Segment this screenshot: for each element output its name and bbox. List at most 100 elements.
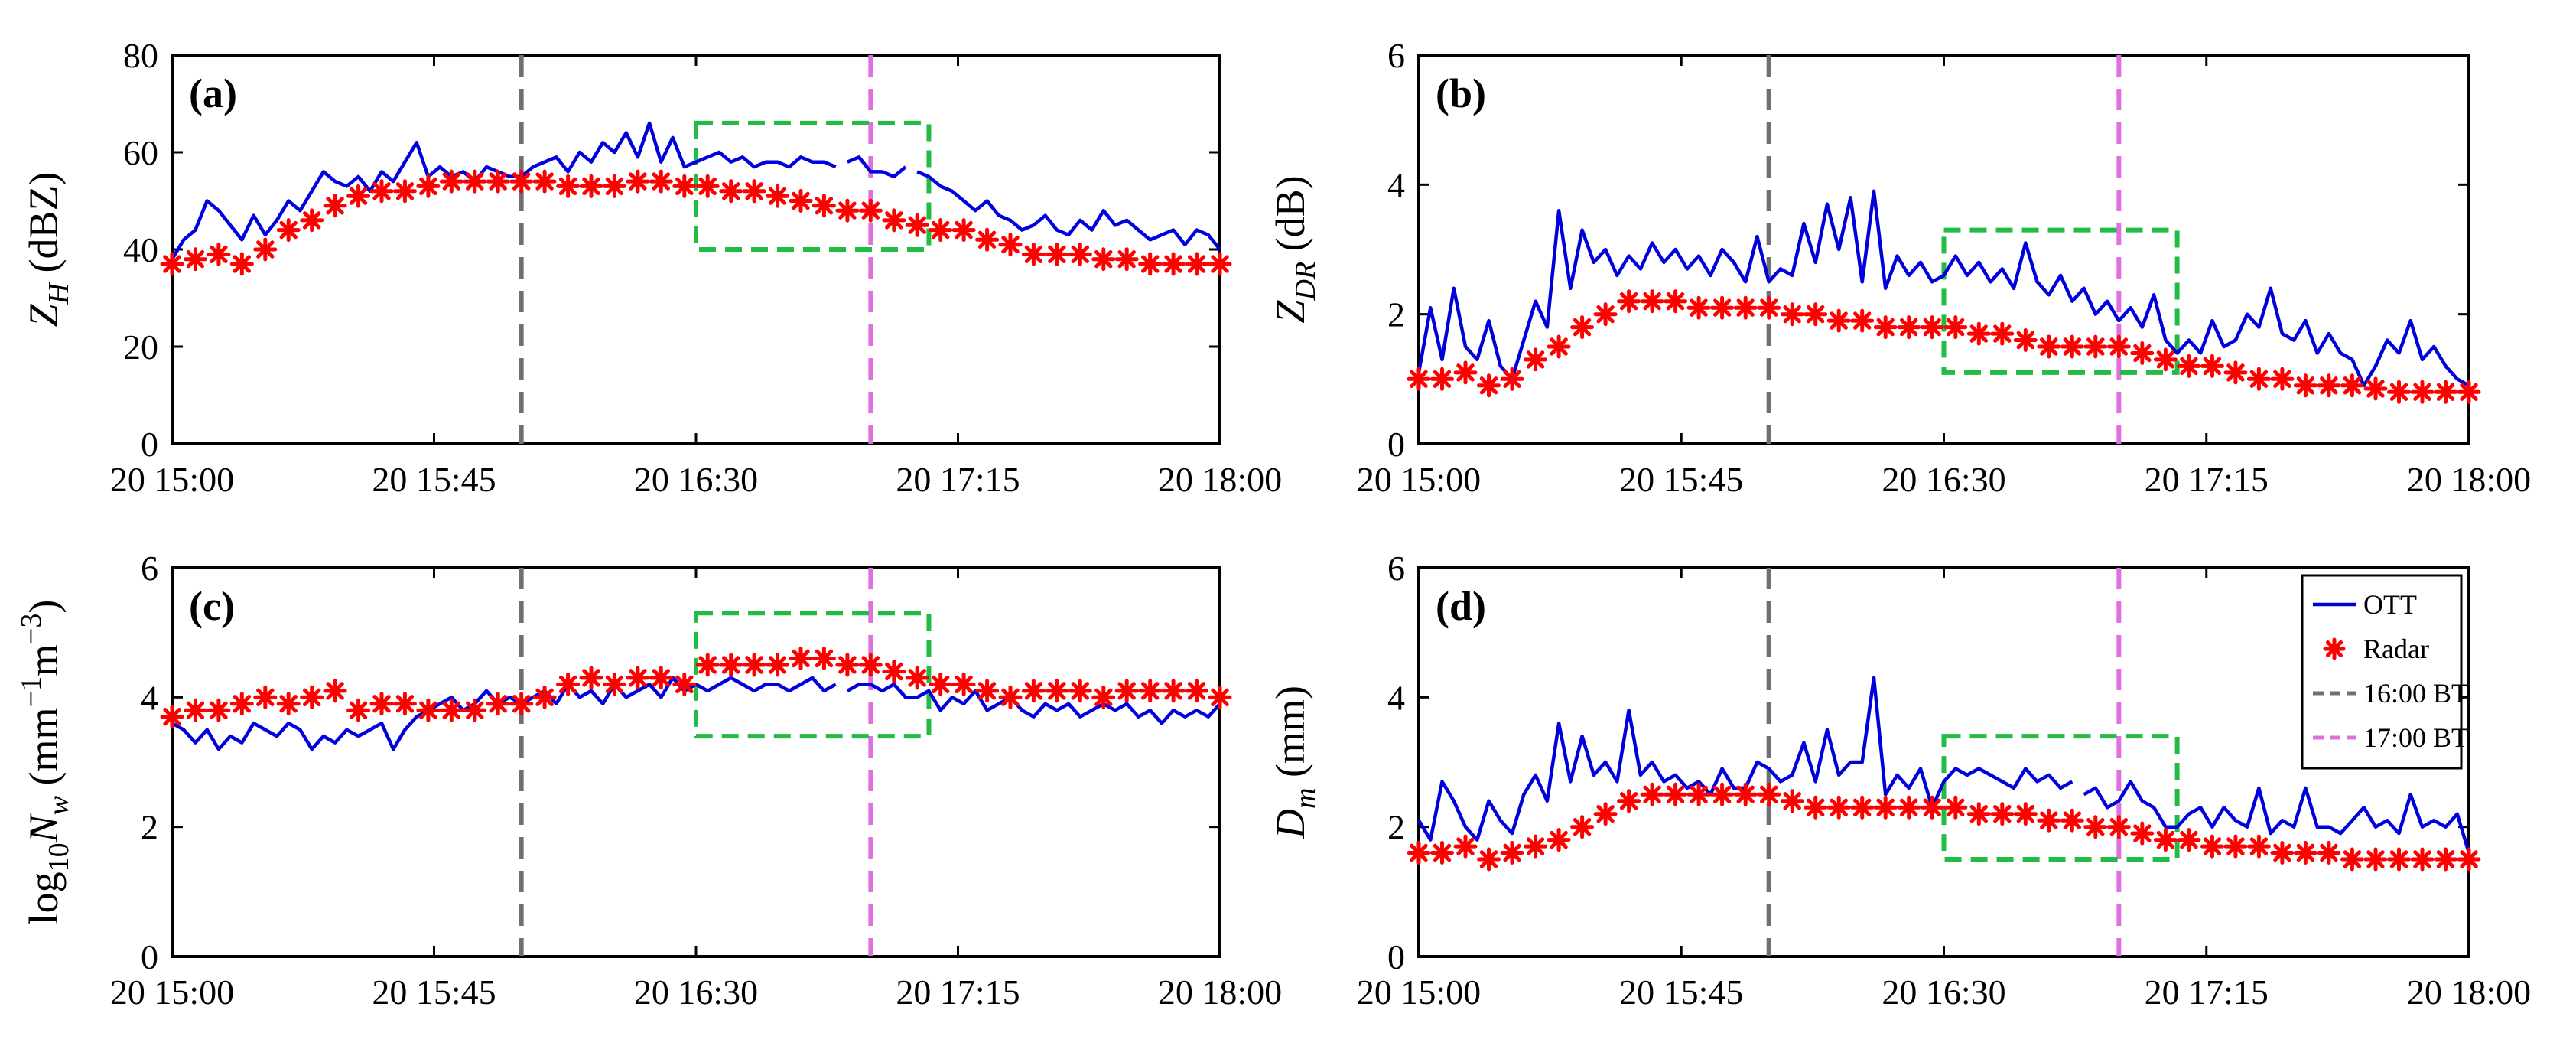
y-tick-label: 0 [1387,937,1405,976]
radar-point [626,666,650,690]
radar-point [369,179,394,204]
legend-item-ott: OTT [2313,589,2417,620]
radar-point [2130,341,2155,365]
y-tick-label: 20 [123,327,158,367]
radar-point [975,227,1000,252]
radar-point [509,692,534,716]
legend-item-16-00-bt: 16:00 BT [2313,678,2468,709]
radar-point [323,194,347,218]
radar-point [2246,834,2271,859]
radar-point [2083,334,2108,359]
radar-point [2457,380,2481,404]
radar-point [416,698,441,722]
radar-point [1850,308,1875,333]
radar-point [463,698,487,722]
legend-item-radar: Radar [2323,634,2429,664]
x-tick-label: 20 17:15 [896,460,1020,499]
radar-point [1640,782,1664,806]
radar-point [346,698,371,722]
radar-point [1500,367,1524,391]
radar-point [439,698,463,722]
x-tick-label: 20 16:30 [1882,460,2005,499]
radar-point [579,666,603,690]
radar-point [1804,795,1828,820]
radar-point [1161,252,1186,276]
panel-label: (d) [1436,583,1486,629]
radar-point [207,698,231,722]
radar-point [858,198,883,223]
radar-point [369,692,394,716]
radar-point [416,174,441,198]
radar-point [392,179,417,204]
radar-point [1617,289,1641,314]
radar-point [1430,367,1454,391]
legend-swatch-marker [2323,637,2346,660]
radar-point [2293,373,2317,398]
radar-point [486,169,510,194]
radar-point [2387,847,2411,872]
radar-point [439,169,463,194]
radar-point [2130,821,2155,846]
radar-point [1920,795,1944,820]
radar-point [766,653,790,677]
legend-item-17-00-bt: 17:00 BT [2313,722,2468,753]
y-axis-label: Dm (mm) [1267,686,1322,839]
radar-point [1780,302,1804,327]
radar-point [2270,367,2295,391]
radar-point [346,184,371,208]
radar-point [2177,828,2201,852]
radar-point [1826,308,1851,333]
radar-point [2200,354,2224,378]
radar-point [183,698,207,722]
radar-point [276,692,301,716]
radar-point [1873,315,1898,340]
radar-point [2410,380,2435,404]
y-axis-label: log10Nw (mm−1m−3) [15,600,75,925]
radar-point [229,252,254,276]
panel-a: 20 15:00 20 15:45 20 16:30 20 17:15 20 18:00… [21,36,1282,499]
radar-point [2106,334,2131,359]
y-tick-label: 0 [141,425,158,464]
radar-point [160,252,184,276]
y-tick-label: 4 [141,678,158,717]
radar-point [835,653,860,677]
radar-point [1453,360,1478,385]
radar-point [253,237,278,262]
radar-point [1453,834,1478,859]
radar-point [1850,795,1875,820]
x-tick-label: 20 15:00 [110,460,234,499]
radar-point [2363,376,2388,401]
radar-point [532,685,557,709]
radar-point [929,672,953,696]
radar-point [1733,295,1758,320]
radar-point [1091,247,1116,272]
radar-point [1990,802,2015,826]
radar-point [2246,367,2271,391]
radar-point [1757,295,1781,320]
panel-d: 20 15:00 20 15:45 20 16:30 20 17:15 20 18:00… [1267,549,2531,1012]
radar-point [2457,847,2481,872]
radar-point [695,653,720,677]
radar-point [207,242,231,266]
radar-point [1943,315,1968,340]
radar-point [1710,782,1735,806]
radar-point [300,685,324,709]
legend-label: 17:00 BT [2363,722,2468,753]
radar-point [951,672,976,696]
y-tick-label: 4 [1387,678,1405,717]
radar-point [1045,242,1069,266]
radar-point [1897,315,1921,340]
radar-point [2153,828,2178,852]
x-tick-label: 20 16:30 [634,460,758,499]
radar-point [1091,685,1116,709]
x-tick-label: 20 18:00 [1158,973,1282,1012]
radar-point [532,169,557,194]
radar-point [602,672,626,696]
radar-point [2223,360,2248,385]
radar-point [789,647,813,670]
radar-point [1593,302,1618,327]
radar-point [1547,828,1571,852]
radar-point [835,198,860,223]
radar-point [1990,321,2015,346]
